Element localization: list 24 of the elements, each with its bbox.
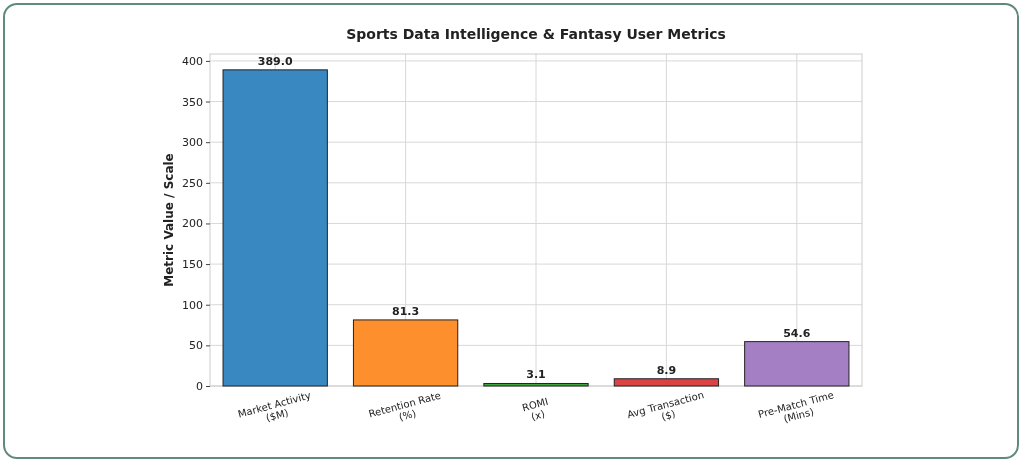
data-label: 3.1: [526, 368, 546, 382]
data-label: 81.3: [392, 304, 420, 318]
y-tick-label: 300: [182, 136, 203, 150]
y-tick-label: 200: [182, 217, 203, 231]
bar: [613, 378, 720, 387]
chart-title: Sports Data Intelligence & Fantasy User Metrics: [346, 26, 726, 42]
data-label: 8.9: [656, 363, 677, 377]
y-tick-label: 50: [189, 339, 203, 353]
bar: [222, 69, 328, 387]
y-tick-label: 100: [182, 298, 203, 312]
y-tick-label: 400: [182, 54, 203, 68]
y-axis-title: Metric Value / Scale: [162, 153, 176, 287]
y-tick-label: 150: [182, 258, 203, 272]
data-label: 54.6: [783, 326, 811, 340]
x-tick-label: Retention Rate (%): [367, 389, 443, 423]
x-tick-label: Market Activity ($M): [236, 389, 312, 424]
y-tick-label: 0: [196, 380, 203, 394]
bar: [352, 319, 459, 387]
y-tick-label: 350: [182, 95, 203, 109]
x-tick-label: ROMI (x): [520, 395, 550, 423]
y-tick-label: 250: [182, 176, 203, 190]
bar: [483, 382, 589, 387]
data-label: 389.0: [257, 54, 293, 68]
bar: [744, 341, 850, 387]
